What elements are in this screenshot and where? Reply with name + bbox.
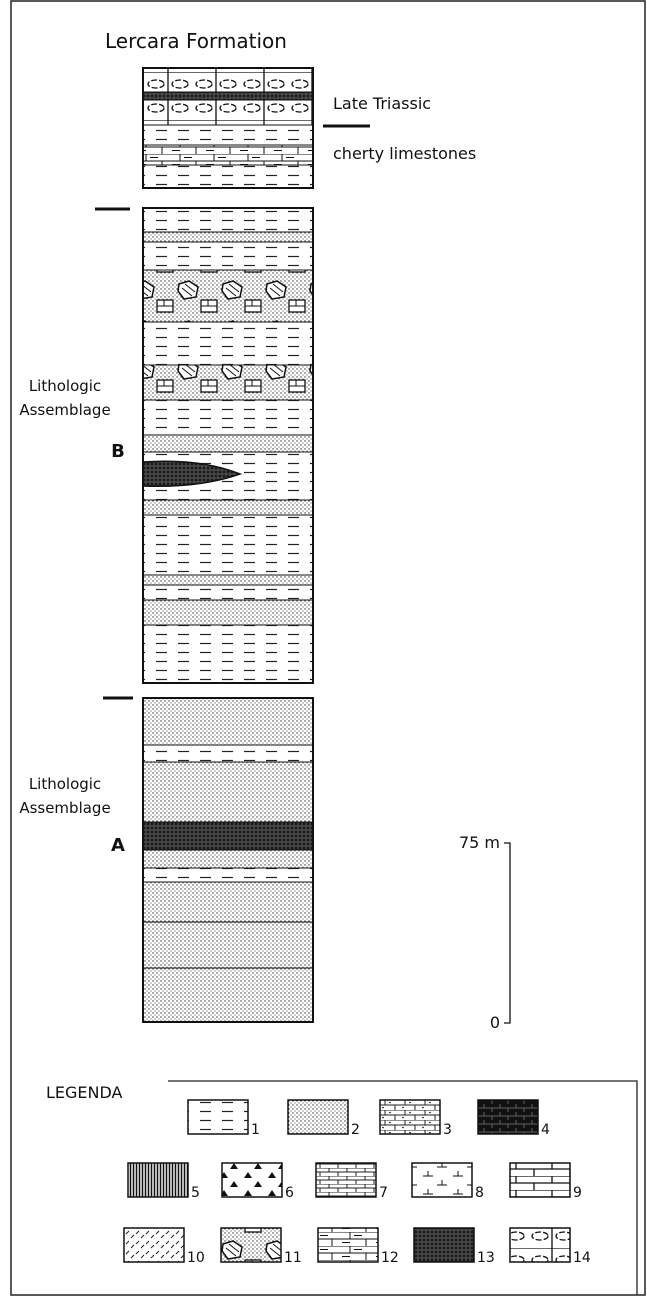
layer — [143, 242, 313, 270]
layer — [143, 575, 313, 585]
layer — [143, 100, 313, 125]
layer — [143, 625, 313, 683]
layer — [143, 882, 313, 922]
assemblage-label: Lithologic — [29, 377, 101, 395]
legend-number: 2 — [351, 1122, 360, 1138]
legend-number: 9 — [573, 1185, 582, 1201]
legend-number: 11 — [284, 1250, 302, 1266]
legend-swatch — [288, 1100, 348, 1134]
layer — [143, 365, 313, 400]
assemblage-label: Lithologic — [29, 775, 101, 793]
assemblage-label: Assemblage — [19, 799, 110, 817]
legend-swatch — [414, 1228, 474, 1262]
legend-number: 5 — [191, 1185, 200, 1201]
layer — [143, 322, 313, 365]
layer — [143, 968, 313, 1022]
layer — [143, 762, 313, 822]
legend-swatch — [222, 1163, 282, 1197]
layer — [143, 698, 313, 745]
layer — [143, 850, 313, 868]
layer — [143, 435, 313, 452]
layer — [143, 400, 313, 435]
assemblage-letter: B — [111, 441, 125, 462]
legend-number: 10 — [187, 1250, 205, 1266]
layer — [143, 165, 313, 188]
legend-swatch — [221, 1228, 281, 1262]
unit-label: cherty limestones — [333, 144, 476, 163]
layer — [143, 868, 313, 882]
layer — [143, 208, 313, 232]
legend-swatch — [478, 1100, 538, 1134]
column — [143, 68, 313, 1022]
age-label: Late Triassic — [333, 94, 431, 113]
layer — [143, 500, 313, 515]
legend-number: 14 — [573, 1250, 591, 1266]
scale-bottom: 0 — [490, 1013, 500, 1032]
legend-swatch — [380, 1100, 440, 1134]
layer — [143, 68, 313, 92]
layer — [143, 515, 313, 575]
legend-number: 3 — [443, 1122, 452, 1138]
legend-number: 6 — [285, 1185, 294, 1201]
legend-number: 8 — [475, 1185, 484, 1201]
title: Lercara Formation — [105, 29, 287, 53]
layer — [143, 745, 313, 762]
layer — [143, 922, 313, 968]
legend-swatch — [124, 1228, 184, 1262]
legend-number: 13 — [477, 1250, 495, 1266]
legend-swatch — [510, 1163, 570, 1197]
legend-number: 4 — [541, 1122, 550, 1138]
layer — [143, 125, 313, 145]
assemblage-label: Assemblage — [19, 401, 110, 419]
layer — [143, 270, 313, 322]
layer — [143, 145, 313, 165]
assemblage-letter: A — [111, 835, 125, 856]
legend-swatch — [316, 1163, 376, 1197]
scale-top: 75 m — [459, 833, 500, 852]
legend-swatch — [510, 1228, 570, 1262]
diagram: Lercara Formation Late Triassic cherty l… — [0, 0, 647, 1296]
legend-swatch — [128, 1163, 188, 1197]
legend-number: 12 — [381, 1250, 399, 1266]
layer — [143, 585, 313, 600]
legend-title: LEGENDA — [46, 1083, 123, 1102]
legend-swatch — [412, 1163, 472, 1197]
scale-bar — [504, 843, 510, 1023]
legend-number: 7 — [379, 1185, 388, 1201]
layer — [143, 232, 313, 242]
layer — [143, 600, 313, 625]
layer — [143, 822, 313, 850]
layer — [143, 92, 313, 100]
legend-number: 1 — [251, 1122, 260, 1138]
legend-swatch — [188, 1100, 248, 1134]
legend-swatch — [318, 1228, 378, 1262]
